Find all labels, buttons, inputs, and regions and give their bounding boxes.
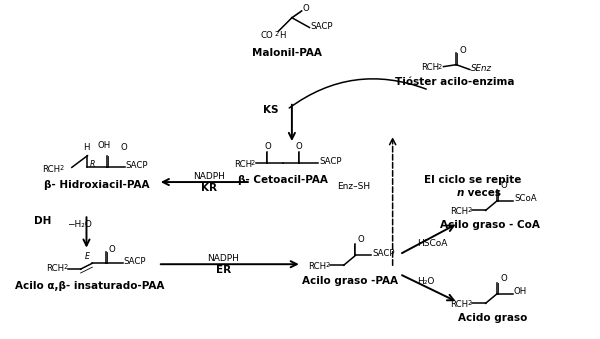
Text: O: O: [302, 4, 310, 14]
Text: RCH: RCH: [421, 63, 439, 72]
Text: β- Cetoacil-PAA: β- Cetoacil-PAA: [238, 175, 328, 185]
Text: SCoA: SCoA: [514, 194, 536, 203]
Text: RCH: RCH: [46, 264, 65, 273]
Text: Malonil-PAA: Malonil-PAA: [252, 48, 322, 58]
Text: H: H: [279, 31, 286, 40]
Text: veces: veces: [464, 188, 501, 198]
Text: SACP: SACP: [310, 22, 333, 31]
Text: O: O: [264, 142, 271, 151]
Text: RCH: RCH: [451, 207, 469, 216]
Text: 2: 2: [467, 207, 471, 213]
Text: 2: 2: [59, 165, 63, 171]
Text: HSCoA: HSCoA: [417, 239, 448, 248]
Text: SACP: SACP: [372, 249, 395, 258]
Text: E: E: [85, 252, 89, 261]
Text: O: O: [121, 143, 127, 152]
Text: −H₂O: −H₂O: [67, 220, 92, 228]
Text: Acilo α,β- insaturado-PAA: Acilo α,β- insaturado-PAA: [15, 281, 164, 291]
Text: β- Hidroxiacil-PAA: β- Hidroxiacil-PAA: [44, 180, 149, 190]
Text: DH: DH: [34, 216, 51, 226]
Text: 2: 2: [467, 300, 471, 306]
Text: El ciclo se repite: El ciclo se repite: [424, 175, 521, 185]
Text: KR: KR: [201, 183, 217, 193]
Text: SACP: SACP: [124, 257, 146, 266]
Text: SACP: SACP: [125, 161, 148, 170]
Text: O: O: [295, 142, 302, 151]
Text: H: H: [83, 143, 90, 152]
Text: Acilo graso -PAA: Acilo graso -PAA: [302, 276, 398, 286]
Text: RCH: RCH: [234, 160, 253, 169]
Text: Enz–SH: Enz–SH: [337, 182, 370, 192]
Text: Acido graso: Acido graso: [458, 313, 527, 323]
Text: Acilo graso - CoA: Acilo graso - CoA: [440, 220, 539, 230]
Text: KS: KS: [263, 105, 278, 115]
Text: Tióster acilo-enzima: Tióster acilo-enzima: [395, 77, 514, 87]
Text: SACP: SACP: [319, 157, 342, 166]
Text: NADPH: NADPH: [193, 172, 224, 181]
Text: ER: ER: [216, 265, 231, 275]
Text: O: O: [500, 181, 507, 191]
Text: RCH: RCH: [308, 262, 326, 271]
Text: 2: 2: [437, 64, 442, 69]
Text: OH: OH: [514, 287, 527, 296]
Text: 2: 2: [274, 31, 278, 37]
Text: 2: 2: [325, 262, 329, 268]
Text: NADPH: NADPH: [208, 254, 239, 263]
Text: RCH: RCH: [451, 300, 469, 309]
Text: 2: 2: [251, 160, 255, 166]
Text: H₂O: H₂O: [417, 277, 434, 286]
Text: R: R: [89, 160, 95, 169]
Text: n: n: [456, 188, 464, 198]
Text: RCH: RCH: [43, 165, 61, 174]
Text: 2: 2: [63, 264, 67, 270]
Text: O: O: [459, 45, 466, 55]
Text: OH: OH: [97, 141, 110, 151]
Text: O: O: [358, 235, 364, 244]
Text: O: O: [500, 274, 507, 283]
Text: CO: CO: [260, 31, 274, 40]
Text: SEnz: SEnz: [471, 64, 492, 73]
Text: O: O: [109, 245, 116, 254]
